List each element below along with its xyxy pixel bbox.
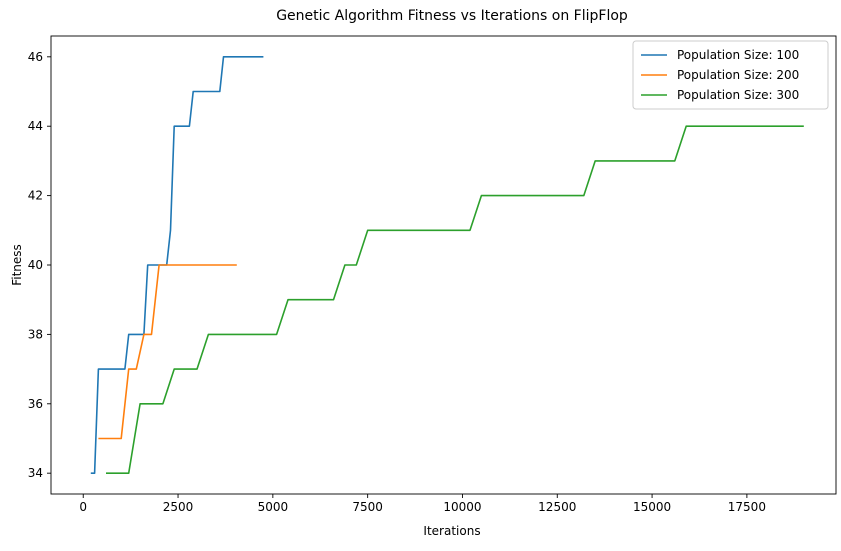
y-tick-label: 42	[28, 189, 43, 203]
x-tick-label: 2500	[163, 500, 194, 514]
legend: Population Size: 100 Population Size: 200…	[632, 40, 829, 110]
series-line-2	[98, 264, 237, 440]
legend-entry-1: Population Size: 100	[677, 48, 799, 62]
x-tick-label: 10000	[443, 500, 481, 514]
y-axis-label: Fitness	[10, 244, 24, 286]
y-tick-label: 40	[28, 258, 43, 272]
legend-entry-2: Population Size: 200	[677, 68, 799, 82]
y-tick-label: 34	[28, 466, 43, 480]
x-tick-label: 15000	[633, 500, 671, 514]
x-axis-label: Iterations	[423, 524, 480, 538]
x-tick-label: 0	[79, 500, 87, 514]
x-tick-label: 7500	[352, 500, 383, 514]
x-tick-label: 12500	[538, 500, 576, 514]
x-tick-label: 5000	[258, 500, 289, 514]
legend-box	[632, 40, 829, 110]
y-tick-label: 36	[28, 397, 43, 411]
x-tick-label: 17500	[728, 500, 766, 514]
y-tick-label: 38	[28, 327, 43, 341]
series-line-3	[106, 125, 804, 474]
y-tick-label: 44	[28, 119, 43, 133]
chart-title: Genetic Algorithm Fitness vs Iterations …	[276, 8, 628, 24]
plot-area: 0 2500 5000 7500 10000 12500 15000 17500 34 36 38 4…	[28, 35, 837, 514]
y-tick-label: 46	[28, 50, 43, 64]
legend-entry-3: Population Size: 300	[677, 88, 799, 102]
